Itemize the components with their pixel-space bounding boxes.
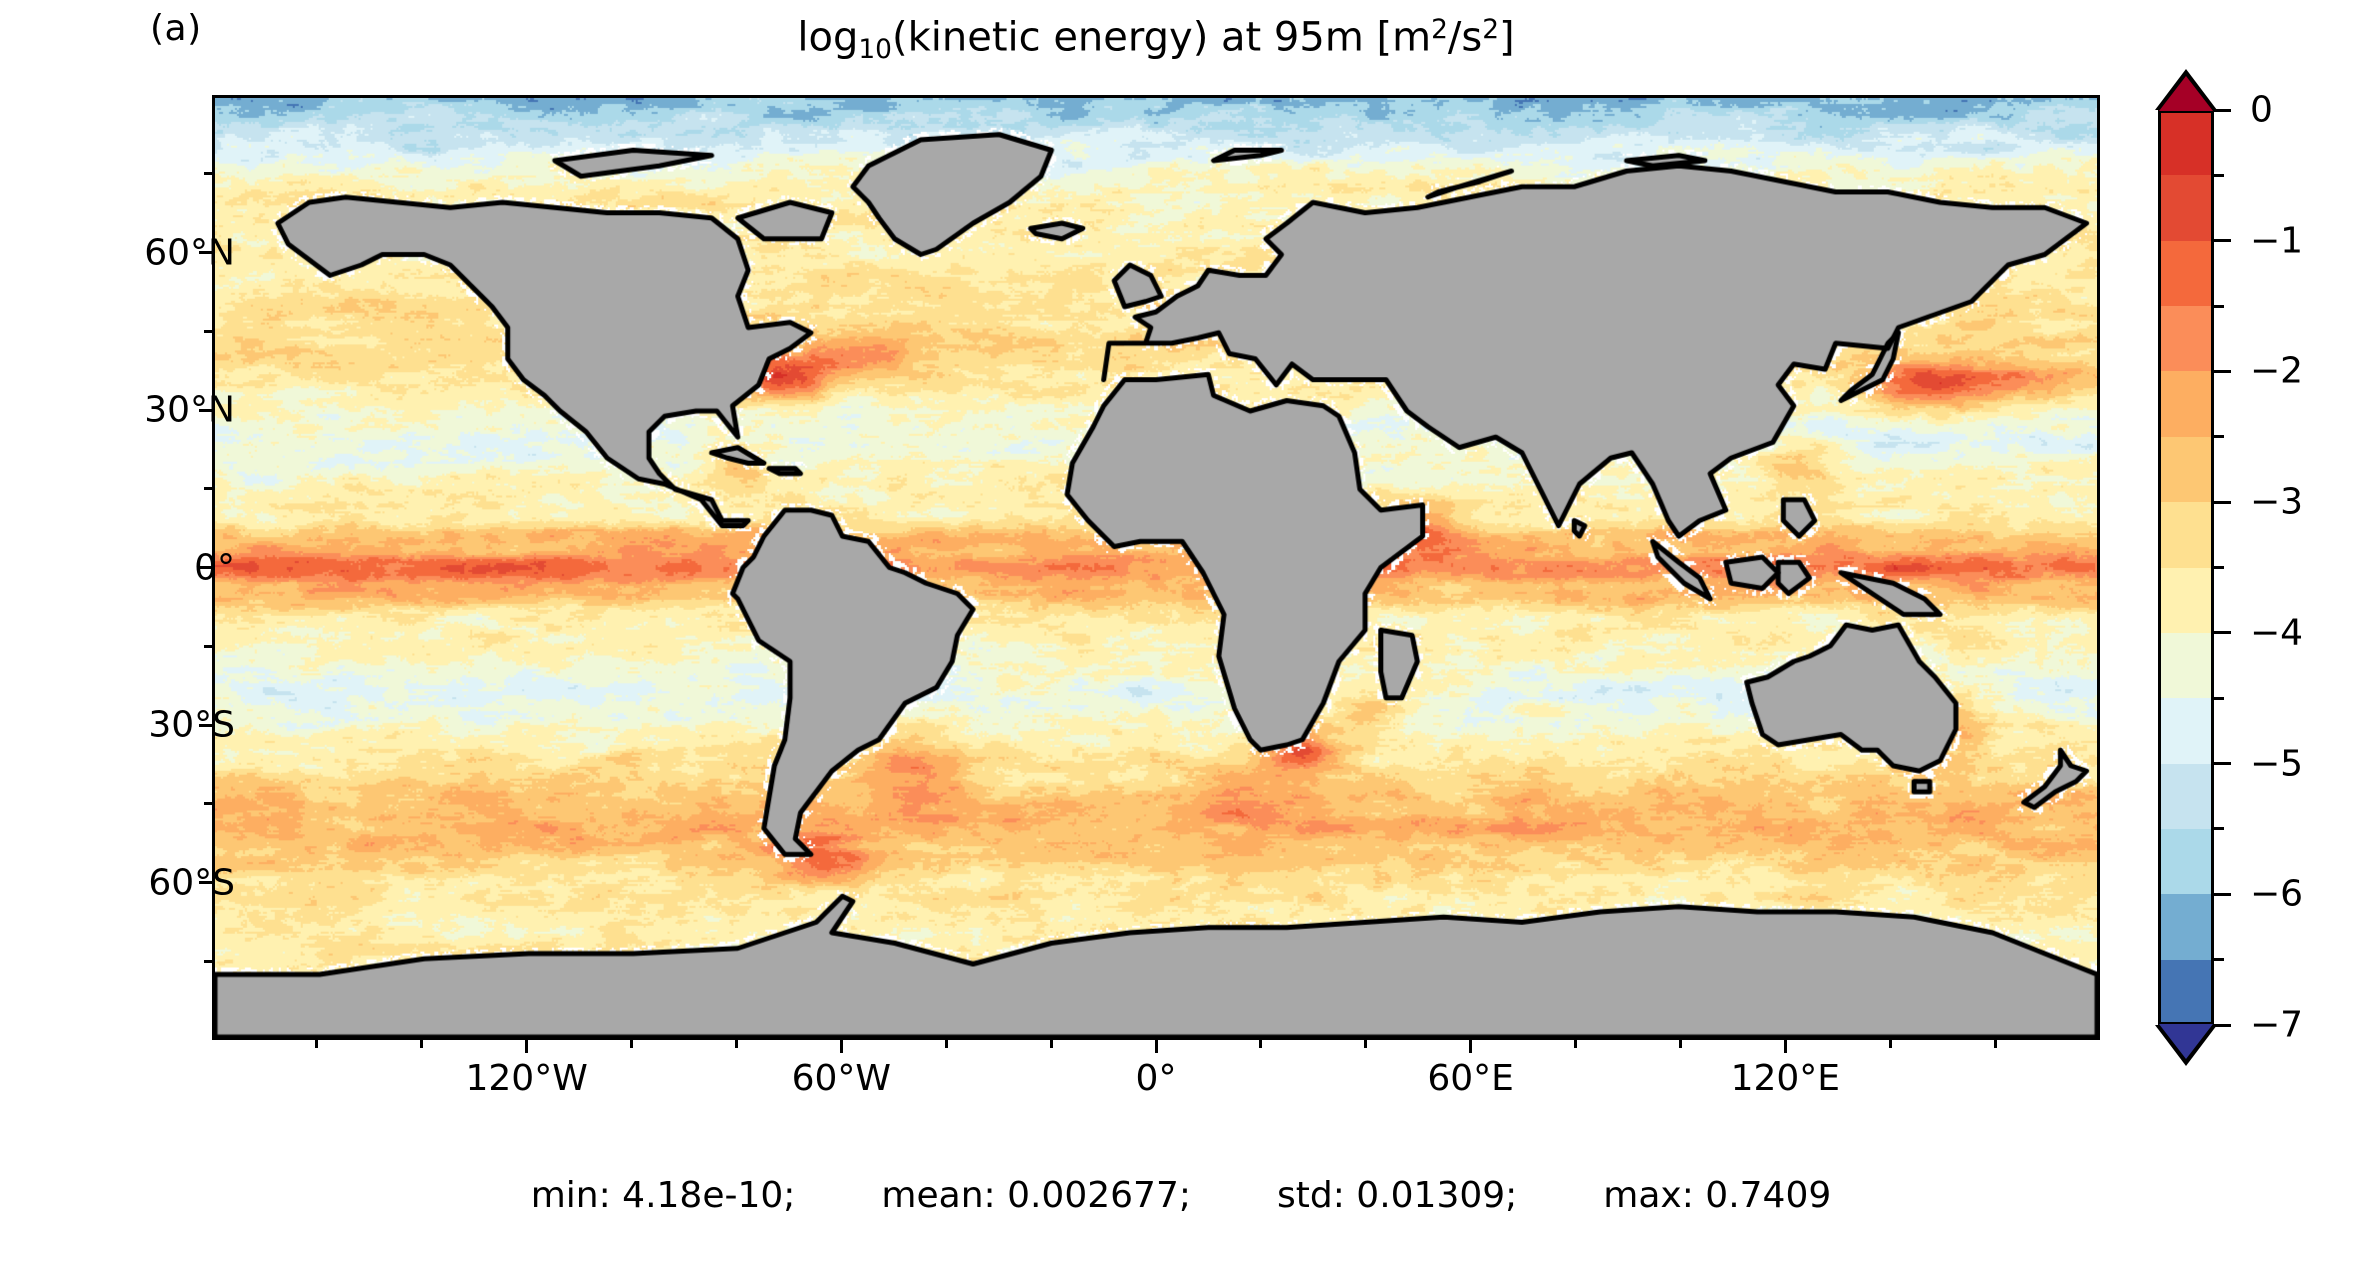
x-tick-minor	[1259, 1040, 1263, 1048]
x-tick-major	[1154, 1040, 1158, 1053]
colorbar-tick-major	[2214, 631, 2231, 635]
stat-min: min: 4.18e-10;	[530, 1175, 796, 1216]
colorbar-segment	[2158, 371, 2214, 438]
colorbar-tick-minor	[2214, 958, 2224, 962]
colorbar-tick-label: −4	[2250, 612, 2304, 654]
y-tick-major	[199, 251, 212, 254]
colorbar-tick-minor	[2214, 827, 2224, 831]
title-mid: (kinetic energy) at 95m [m	[891, 14, 1432, 61]
x-axis-label: 60°W	[791, 1058, 892, 1099]
colorbar-tick-label: −2	[2250, 350, 2304, 392]
colorbar-tick-label: −1	[2250, 220, 2304, 262]
x-axis-label: 60°E	[1427, 1058, 1514, 1099]
colorbar-tick-major	[2214, 369, 2231, 373]
y-tick-minor	[204, 644, 212, 648]
colorbar-tick-major	[2214, 108, 2231, 112]
y-tick-minor	[204, 329, 212, 333]
y-axis-label: 60°N	[144, 232, 235, 273]
colorbar-tick-major	[2214, 239, 2231, 243]
colorbar-tick-minor	[2214, 696, 2224, 700]
x-tick-major	[525, 1040, 529, 1053]
panel-label: (a)	[150, 8, 202, 49]
title-sup-m2: 2	[1431, 14, 1448, 45]
x-tick-major	[839, 1040, 843, 1053]
colorbar-tick-minor	[2214, 173, 2224, 177]
y-axis-label: 0°	[194, 547, 235, 588]
colorbar-segment	[2158, 828, 2214, 895]
stat-max: max: 0.7409	[1603, 1175, 1832, 1216]
colorbar-segment	[2158, 567, 2214, 634]
colorbar-segment	[2158, 632, 2214, 699]
colorbar-arrow-down	[2159, 1024, 2213, 1059]
x-tick-minor	[315, 1040, 319, 1048]
y-tick-minor	[204, 959, 212, 963]
x-tick-minor	[734, 1040, 738, 1048]
y-tick-major	[199, 881, 212, 884]
stat-std: std: 0.01309;	[1277, 1175, 1518, 1216]
x-tick-minor	[944, 1040, 948, 1048]
x-tick-minor	[1678, 1040, 1682, 1048]
y-tick-major	[199, 566, 212, 569]
x-tick-minor	[1049, 1040, 1053, 1048]
colorbar-segment	[2158, 240, 2214, 307]
colorbar-segment	[2158, 175, 2214, 242]
y-tick-minor	[204, 172, 212, 176]
title-slash: /s	[1447, 14, 1483, 61]
x-tick-major	[1469, 1040, 1473, 1053]
statistics-line: min: 4.18e-10; mean: 0.002677; std: 0.0130…	[0, 1175, 2362, 1216]
colorbar-tick-label: −7	[2250, 1004, 2304, 1046]
colorbar-segment	[2158, 110, 2214, 176]
x-tick-minor	[1574, 1040, 1578, 1048]
stat-mean: mean: 0.002677;	[881, 1175, 1191, 1216]
x-tick-minor	[420, 1040, 424, 1048]
title-sup-s2: 2	[1482, 14, 1499, 45]
map-axes	[212, 95, 2100, 1040]
colorbar-segment	[2158, 959, 2214, 1026]
colorbar-arrow-up	[2159, 76, 2213, 111]
colorbar-tick-label: −5	[2250, 743, 2304, 785]
title-suffix: ]	[1499, 14, 1515, 61]
x-tick-minor	[1364, 1040, 1368, 1048]
colorbar-gradient	[2158, 110, 2214, 1026]
y-tick-major	[199, 723, 212, 727]
colorbar-segment	[2158, 894, 2214, 961]
colorbar-tick-minor	[2214, 304, 2224, 308]
colorbar-segment	[2158, 763, 2214, 830]
colorbar-tick-major	[2214, 1023, 2231, 1027]
colorbar-tick-major	[2214, 762, 2231, 766]
x-axis-label: 120°W	[465, 1058, 588, 1099]
y-axis-label: 30°S	[148, 704, 235, 746]
colorbar-tick-major	[2214, 500, 2231, 504]
colorbar-tick-minor	[2214, 435, 2224, 439]
colorbar-tick-minor	[2214, 566, 2224, 569]
axis-tick-layer	[199, 95, 2100, 1053]
y-tick-minor	[204, 802, 212, 806]
colorbar-tick-major	[2214, 892, 2231, 896]
y-axis-label: 60°S	[148, 862, 235, 903]
colorbar-tick-label: 0	[2250, 89, 2273, 131]
figure-title: log10(kinetic energy) at 95m [m2/s2]	[212, 14, 2100, 65]
x-tick-minor	[1993, 1040, 1997, 1048]
colorbar-segment	[2158, 436, 2214, 503]
x-tick-minor	[630, 1040, 634, 1048]
y-axis-label: 30°N	[144, 389, 235, 431]
colorbar-tick-label: −6	[2250, 873, 2304, 915]
kinetic-energy-heatmap	[215, 98, 2097, 1037]
colorbar-segment	[2158, 698, 2214, 765]
x-tick-major	[1783, 1040, 1787, 1053]
x-tick-minor	[1888, 1040, 1892, 1048]
colorbar-tick-label: −3	[2250, 481, 2304, 523]
title-log-base: 10	[858, 34, 892, 66]
title-prefix: log	[797, 14, 859, 61]
y-tick-minor	[204, 487, 212, 491]
colorbar-segment	[2158, 502, 2214, 569]
y-tick-major	[199, 408, 212, 412]
colorbar	[2158, 110, 2214, 1026]
colorbar-segment	[2158, 306, 2214, 373]
x-axis-label: 120°E	[1730, 1058, 1841, 1099]
x-axis-label: 0°	[1135, 1058, 1177, 1099]
